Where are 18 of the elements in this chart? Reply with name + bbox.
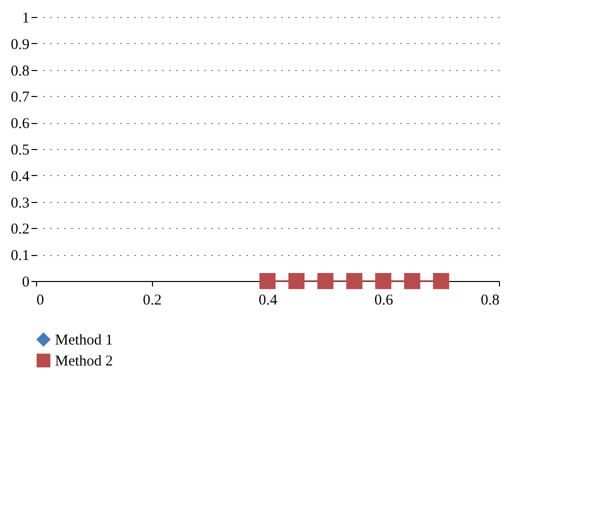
- y-tick-label: 0.7: [10, 90, 30, 106]
- legend-label: Method 1: [55, 332, 113, 348]
- y-tick-label: 1: [22, 10, 30, 26]
- y-tick-label: 0.9: [10, 36, 30, 53]
- x-tick-label: 0.2: [142, 292, 162, 308]
- y-tick-label: 0.5: [10, 142, 30, 158]
- x-tick-label: 0: [36, 292, 44, 308]
- y-tick-label: 0: [22, 274, 30, 290]
- x-tick-label: 0.6: [374, 292, 394, 308]
- y-tick-label: 0.4: [10, 168, 30, 185]
- y-tick-label: 0.8: [10, 63, 30, 80]
- y-tick-label: 0.3: [10, 195, 30, 212]
- y-tick-label: 0.1: [10, 248, 30, 264]
- y-tick-label: 0.2: [10, 222, 30, 238]
- x-tick-label: 0.8: [480, 292, 500, 308]
- x-tick-label: 0.4: [258, 292, 278, 308]
- legend-label: Method 2: [55, 354, 113, 370]
- y-tick-label: 0.6: [10, 116, 30, 132]
